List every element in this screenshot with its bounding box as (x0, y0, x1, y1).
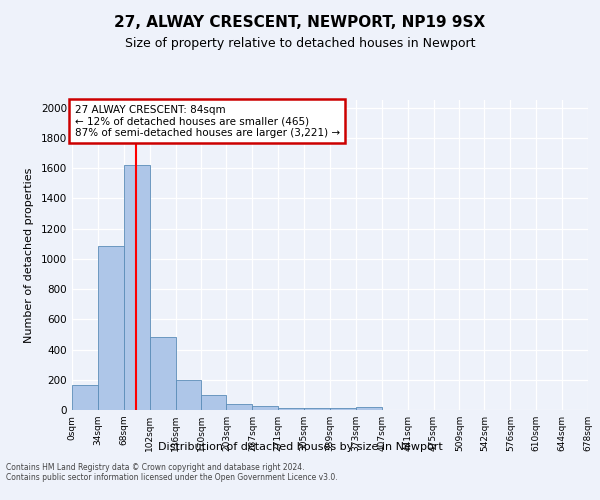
Bar (124, 165, 149, 410)
Text: 27, ALWAY CRESCENT, NEWPORT, NP19 9SX: 27, ALWAY CRESCENT, NEWPORT, NP19 9SX (115, 15, 485, 30)
Text: Contains public sector information licensed under the Open Government Licence v3: Contains public sector information licen… (6, 474, 338, 482)
Bar (202, 395, 226, 410)
Text: Contains HM Land Registry data © Crown copyright and database right 2024.: Contains HM Land Registry data © Crown c… (6, 464, 305, 472)
Bar (356, 407, 382, 410)
Bar (304, 408, 330, 410)
Bar (278, 408, 304, 410)
Bar (330, 408, 356, 410)
Y-axis label: Number of detached properties: Number of detached properties (24, 168, 34, 342)
Bar (226, 404, 253, 410)
Bar (72, 385, 98, 410)
Bar (149, 338, 176, 410)
Bar (176, 380, 202, 410)
Text: Size of property relative to detached houses in Newport: Size of property relative to detached ho… (125, 38, 475, 51)
Text: 27 ALWAY CRESCENT: 84sqm
← 12% of detached houses are smaller (465)
87% of semi-: 27 ALWAY CRESCENT: 84sqm ← 12% of detach… (74, 104, 340, 138)
Bar (253, 406, 278, 410)
Text: Distribution of detached houses by size in Newport: Distribution of detached houses by size … (158, 442, 442, 452)
Bar (98, 246, 124, 410)
